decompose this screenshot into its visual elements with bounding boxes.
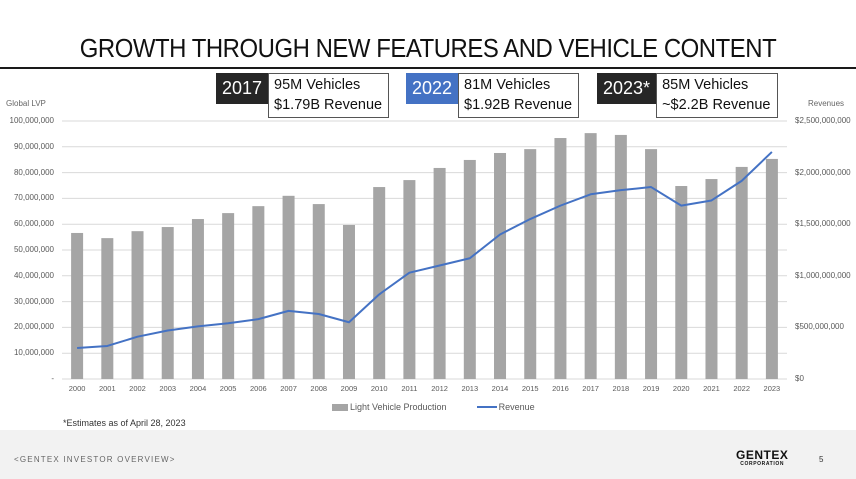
bar-2008 xyxy=(312,204,325,379)
bar-2001 xyxy=(101,238,114,379)
x-axis-tick: 2005 xyxy=(219,384,237,393)
bar-2014 xyxy=(494,152,507,379)
left-axis-title: Global LVP xyxy=(6,99,46,108)
right-axis-tick: $2,500,000,000 xyxy=(795,116,851,125)
bar-2010 xyxy=(373,187,386,379)
gentex-logo: GENTEX CORPORATION xyxy=(736,449,788,467)
x-axis-tick: 2015 xyxy=(521,384,539,393)
footer-label: <GENTEX INVESTOR OVERVIEW> xyxy=(14,455,176,464)
bar-2015 xyxy=(524,149,537,379)
title-divider xyxy=(0,67,856,69)
right-axis-tick: $1,000,000,000 xyxy=(795,270,851,280)
left-axis-tick: 50,000,000 xyxy=(13,245,54,254)
right-axis-tick: $0 xyxy=(795,374,804,383)
left-axis-tick: 90,000,000 xyxy=(13,141,54,151)
x-axis-tick: 2021 xyxy=(703,384,720,393)
x-axis-tick: 2002 xyxy=(129,384,146,393)
left-axis-tick: - xyxy=(51,374,54,383)
legend-lvp-label: Light Vehicle Production xyxy=(350,402,447,412)
callout-info: 85M Vehicles ~$2.2B Revenue xyxy=(656,73,778,118)
chart-legend: Light Vehicle Production Revenue xyxy=(332,402,535,412)
x-axis-tick: 2003 xyxy=(159,384,177,393)
x-axis-tick: 2019 xyxy=(642,384,660,393)
bar-2005 xyxy=(222,213,235,379)
slide-title: GROWTH THROUGH NEW FEATURES AND VEHICLE … xyxy=(79,33,777,63)
x-axis-tick: 2014 xyxy=(491,384,509,393)
bar-2011 xyxy=(403,180,416,379)
x-axis-tick: 2009 xyxy=(340,384,358,393)
page-number: 5 xyxy=(819,455,824,464)
callout-2023: 2023* 85M Vehicles ~$2.2B Revenue xyxy=(597,73,778,118)
left-axis-tick: 40,000,000 xyxy=(13,270,54,280)
callout-vehicles: 81M Vehicles xyxy=(464,77,551,93)
bar-2016 xyxy=(554,138,567,379)
bar-2009 xyxy=(342,224,355,379)
footer-bar xyxy=(0,430,856,479)
callout-revenue: ~$2.2B Revenue xyxy=(662,97,771,113)
revenue-line xyxy=(77,151,773,350)
x-axis-tick: 2013 xyxy=(461,384,479,393)
callout-revenue: $1.79B Revenue xyxy=(274,97,383,113)
legend-bar-swatch xyxy=(332,403,348,411)
left-axis-tick: 30,000,000 xyxy=(13,296,54,306)
x-axis-tick: 2012 xyxy=(431,384,448,393)
x-axis-tick: 2011 xyxy=(401,384,418,393)
x-axis-tick: 2020 xyxy=(672,384,690,393)
left-axis-tick: 60,000,000 xyxy=(13,219,54,229)
callout-info: 81M Vehicles $1.92B Revenue xyxy=(458,73,580,118)
callout-year: 2017 xyxy=(216,73,269,104)
left-axis-tick: 100,000,000 xyxy=(9,116,55,125)
x-axis-tick: 2007 xyxy=(280,384,297,393)
logo-sub: CORPORATION xyxy=(740,461,785,467)
x-axis-tick: 2018 xyxy=(612,384,630,393)
x-axis-tick: 2000 xyxy=(68,384,86,393)
legend-line-swatch xyxy=(476,406,497,408)
x-axis-tick: 2010 xyxy=(370,384,388,393)
left-axis-tick: 10,000,000 xyxy=(13,348,54,358)
callout-year: 2023* xyxy=(597,73,657,104)
x-axis-tick: 2004 xyxy=(189,384,207,393)
callout-2017: 2017 95M Vehicles $1.79B Revenue xyxy=(216,73,390,118)
bar-2002 xyxy=(131,231,144,379)
bar-2003 xyxy=(161,227,174,379)
x-axis-tick: 2008 xyxy=(310,384,328,393)
x-axis-tick: 2006 xyxy=(250,384,267,393)
left-axis-tick: 80,000,000 xyxy=(13,167,54,177)
bar-2023 xyxy=(765,158,778,379)
x-axis-tick: 2016 xyxy=(552,384,569,393)
right-axis-title: Revenues xyxy=(808,99,845,108)
x-axis-tick: 2001 xyxy=(98,384,116,393)
bar-2022 xyxy=(735,166,748,379)
bar-2017 xyxy=(584,133,597,379)
callout-vehicles: 85M Vehicles xyxy=(662,77,749,93)
bar-2018 xyxy=(614,134,627,379)
bar-2013 xyxy=(463,159,476,379)
x-axis-tick: 2017 xyxy=(582,384,599,393)
callout-info: 95M Vehicles $1.79B Revenue xyxy=(268,73,390,118)
bar-2000 xyxy=(71,232,84,379)
callout-2022: 2022 81M Vehicles $1.92B Revenue xyxy=(406,73,580,118)
bar-2006 xyxy=(252,206,265,379)
bar-2019 xyxy=(645,149,658,379)
bar-2012 xyxy=(433,167,446,379)
bar-2004 xyxy=(191,219,204,379)
right-axis-tick: $500,000,000 xyxy=(795,322,844,332)
left-axis-tick: 20,000,000 xyxy=(13,322,54,332)
right-axis-tick: $1,500,000,000 xyxy=(795,219,851,229)
left-axis-tick: 70,000,000 xyxy=(13,193,54,203)
right-axis-tick: $2,000,000,000 xyxy=(795,167,851,177)
callout-year: 2022 xyxy=(406,73,459,104)
bar-2007 xyxy=(282,195,295,379)
bar-2020 xyxy=(675,186,688,379)
bar-2021 xyxy=(705,179,718,379)
x-axis-tick: 2022 xyxy=(733,384,751,393)
logo-name: GENTEX xyxy=(736,448,789,462)
x-axis-tick: 2023 xyxy=(763,384,781,393)
legend-revenue-label: Revenue xyxy=(498,402,535,412)
callout-revenue: $1.92B Revenue xyxy=(464,97,573,113)
footnote: *Estimates as of April 28, 2023 xyxy=(63,418,186,428)
callout-vehicles: 95M Vehicles xyxy=(274,77,361,93)
